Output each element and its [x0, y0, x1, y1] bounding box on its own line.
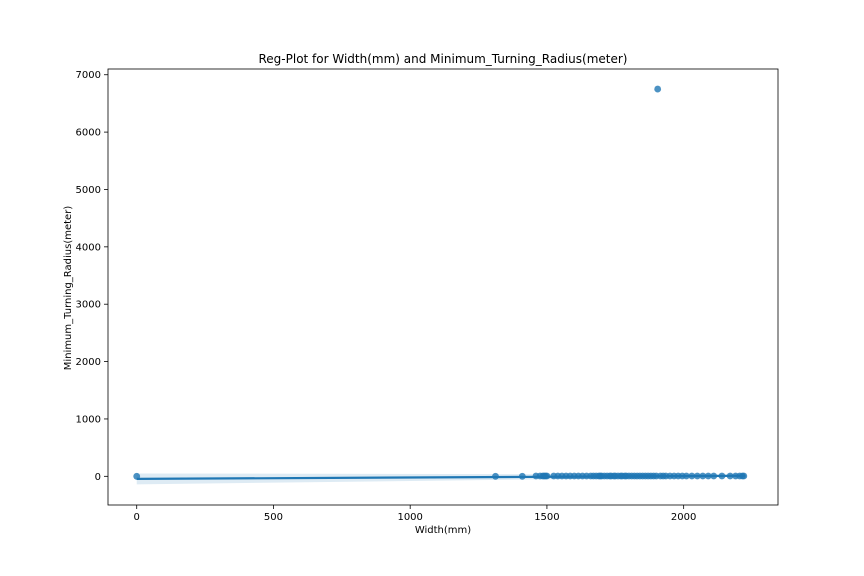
y-tick-label: 6000 [76, 128, 101, 139]
data-point [704, 472, 712, 480]
data-point [710, 472, 718, 480]
data-point [133, 472, 141, 480]
x-tick-label: 1000 [397, 512, 422, 523]
data-point [718, 472, 726, 480]
y-tick-label: 2000 [76, 357, 101, 368]
y-tick-label: 1000 [76, 414, 101, 425]
y-tick-label: 4000 [76, 242, 101, 253]
y-tick-label: 5000 [76, 185, 101, 196]
y-tick-label: 0 [95, 472, 101, 483]
data-point [682, 472, 690, 480]
x-tick-label: 2000 [671, 512, 696, 523]
data-point [654, 85, 662, 93]
y-tick-label: 3000 [76, 300, 101, 311]
y-axis-label: Minimum_Turning_Radius(meter) [63, 206, 74, 371]
data-point [492, 472, 499, 480]
data-point [518, 472, 526, 480]
data-point [699, 472, 707, 480]
data-point [740, 472, 748, 480]
x-axis-label: Width(mm) [415, 525, 471, 536]
x-tick-label: 500 [264, 512, 283, 523]
plot-frame [107, 68, 779, 506]
data-point [726, 472, 734, 480]
y-tick-label: 7000 [76, 70, 101, 81]
x-axis-ticks: 0 500 1000 1500 2000 [134, 505, 696, 523]
y-axis-ticks: 0 1000 2000 3000 4000 5000 6000 7000 [76, 70, 108, 483]
data-point [543, 472, 551, 480]
x-tick-label: 1500 [534, 512, 559, 523]
x-tick-label: 0 [134, 512, 140, 523]
chart-title: Reg-Plot for Width(mm) and Minimum_Turni… [259, 52, 628, 66]
data-point [693, 472, 701, 480]
data-point [688, 472, 696, 480]
scatter-points-layer [133, 85, 748, 480]
